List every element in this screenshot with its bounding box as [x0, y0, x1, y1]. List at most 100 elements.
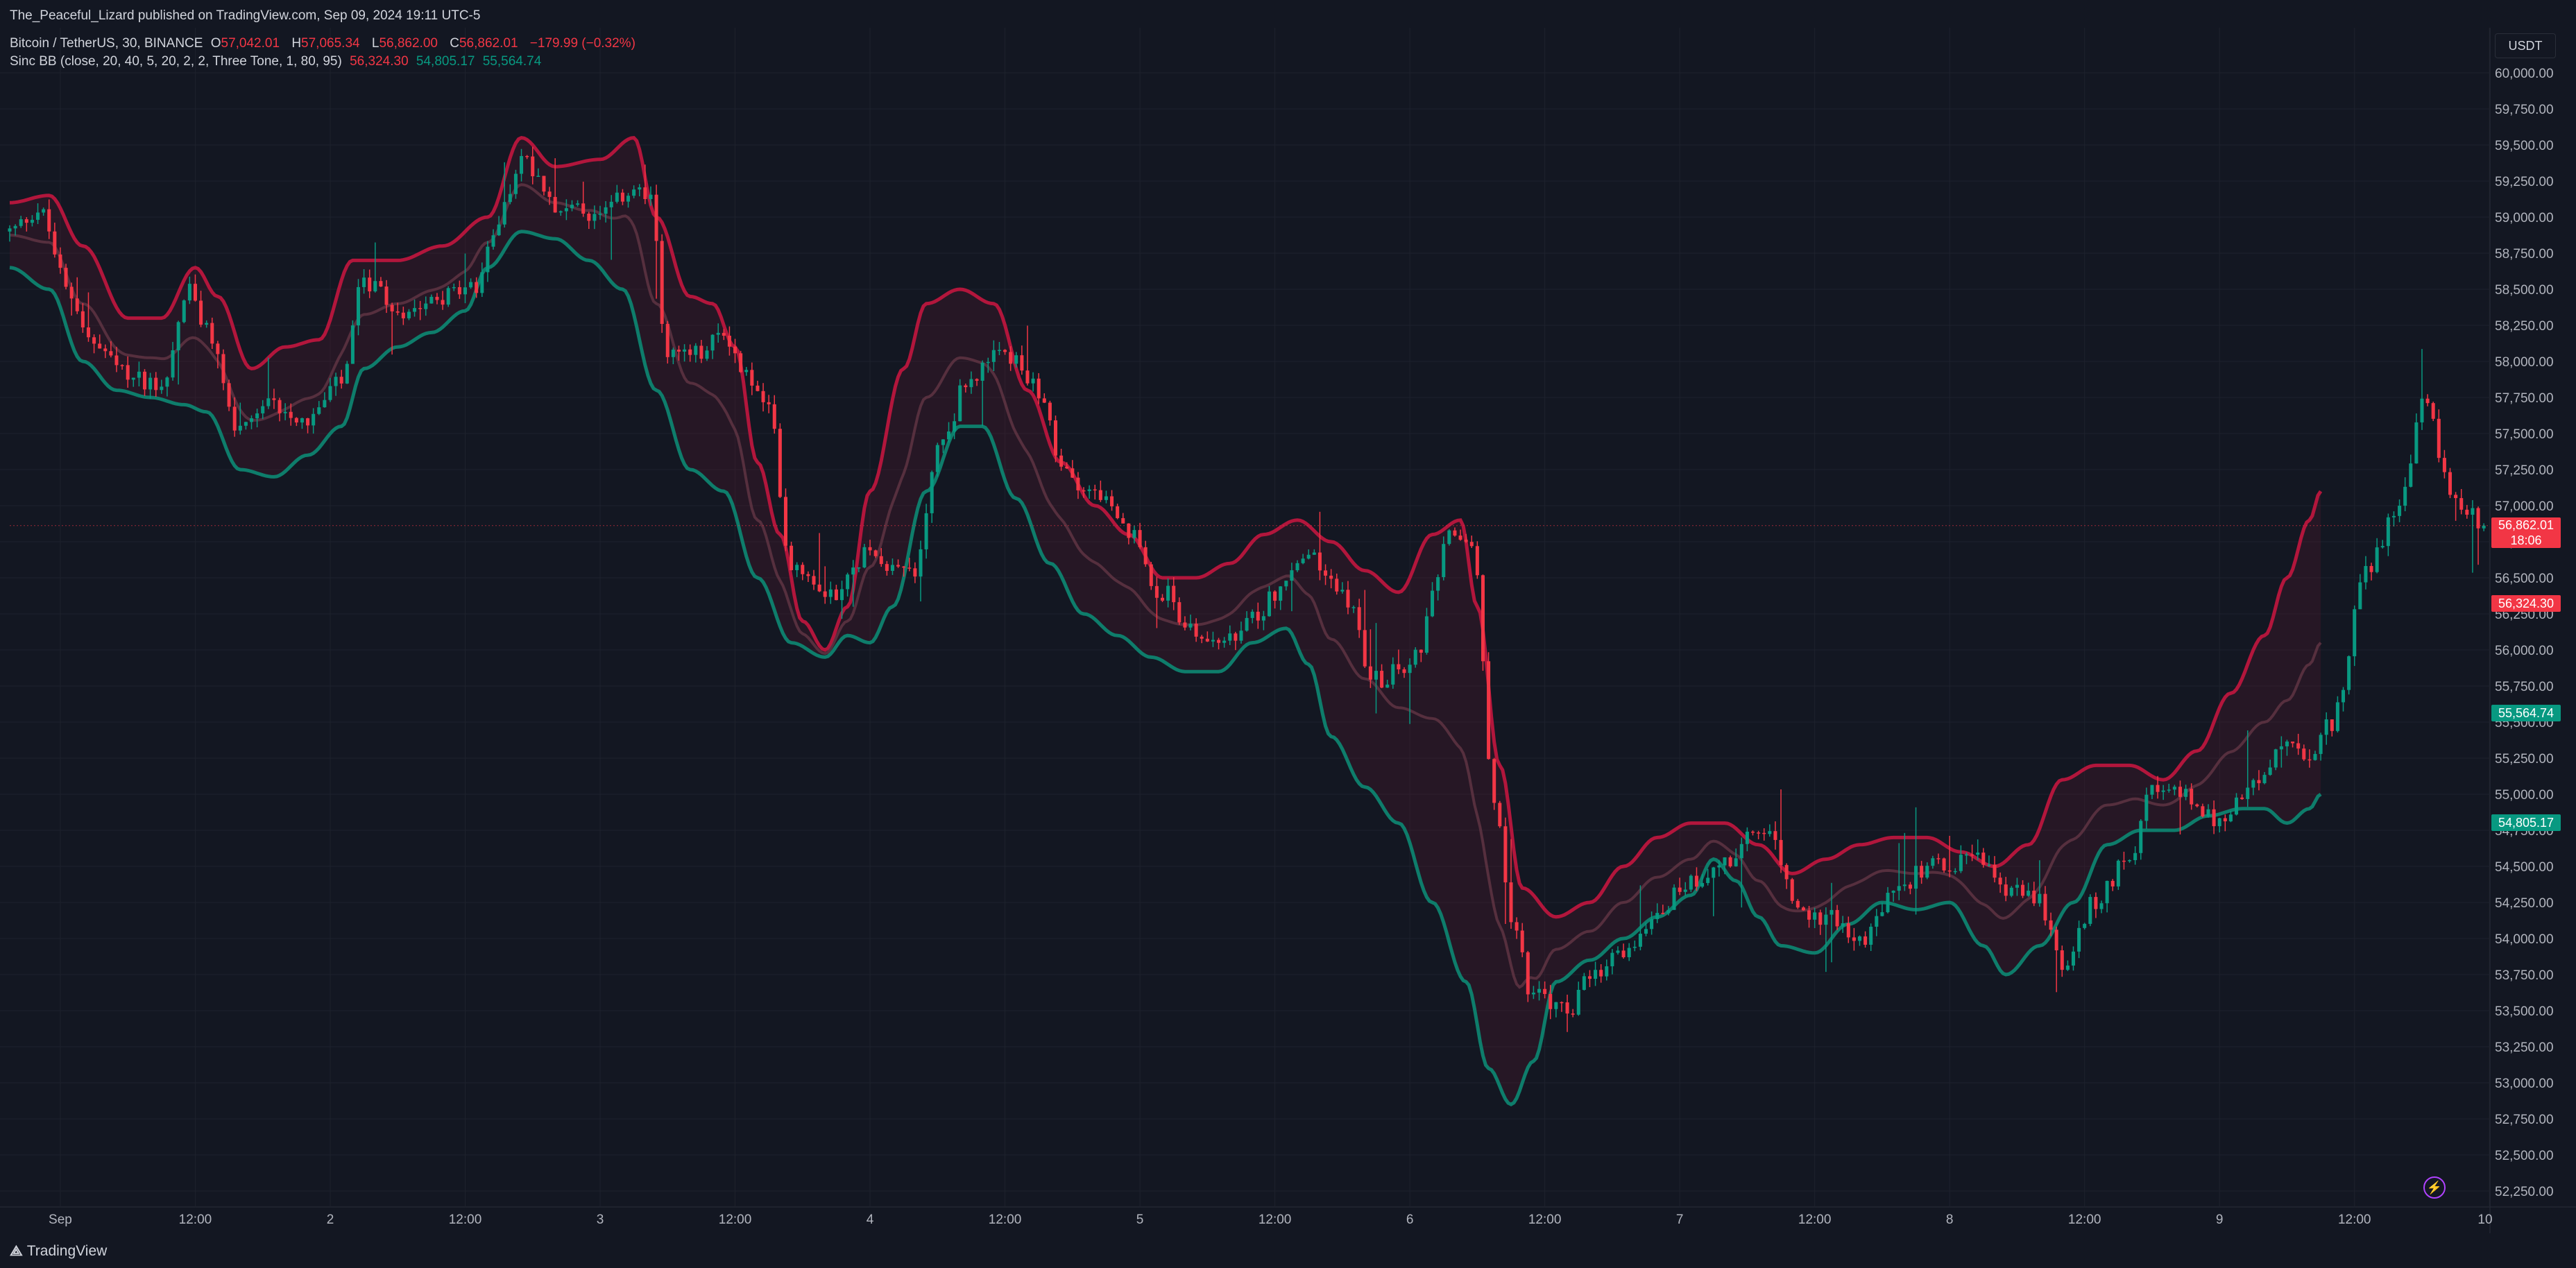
candle-body	[790, 545, 794, 570]
candle-body	[238, 425, 242, 431]
candle-body	[2425, 398, 2430, 404]
candle-body	[1779, 839, 1783, 866]
candle-body	[1076, 477, 1080, 490]
candle-body	[2038, 893, 2042, 904]
candle-body	[643, 187, 647, 200]
lightning-icon[interactable]: ⚡	[2423, 1176, 2446, 1199]
candle-body	[1824, 914, 1828, 925]
indicator-basis: 55,564.74	[482, 54, 542, 69]
candle-body	[1661, 913, 1665, 914]
candle-body	[2043, 893, 2047, 920]
candle-body	[1976, 853, 1980, 855]
candle-body	[1543, 988, 1547, 994]
candle-body	[1672, 887, 1676, 910]
candle-body	[283, 411, 287, 413]
candle-body	[75, 298, 79, 311]
candle-body	[1317, 552, 1322, 571]
candle-body	[312, 413, 316, 426]
candle-body	[1498, 803, 1502, 827]
candle-body	[356, 286, 361, 326]
candle-body	[491, 235, 495, 247]
candle-body	[2223, 818, 2227, 822]
candle-body	[114, 355, 119, 366]
candle-body	[390, 305, 394, 311]
candle-body	[1717, 865, 1721, 868]
y-tick-label: 59,000.00	[2495, 211, 2554, 225]
candle-body	[165, 377, 169, 387]
candle-body	[457, 286, 461, 295]
candle-body	[2285, 742, 2289, 746]
candle-body	[2060, 950, 2064, 970]
candle-body	[1757, 832, 1761, 834]
candle-body	[2274, 749, 2278, 768]
currency-button[interactable]: USDT	[2495, 33, 2556, 58]
candle-body	[1739, 843, 1743, 859]
price-chart[interactable]: 52,250.00 52,500.00 52,750.00 53,000.00 53,2…	[0, 0, 2576, 1233]
candle-body	[531, 156, 535, 177]
candle-body	[991, 350, 996, 362]
candle-body	[424, 303, 428, 309]
candle-body	[1487, 661, 1491, 760]
candle-body	[2009, 887, 2013, 896]
candle-body	[896, 565, 901, 567]
candle-body	[581, 203, 586, 214]
candle-body	[986, 361, 990, 363]
candle-body	[80, 311, 85, 328]
candle-body	[1363, 630, 1367, 667]
candle-body	[58, 254, 62, 268]
candle-body	[1683, 889, 1687, 892]
y-tick-label: 58,750.00	[2495, 247, 2554, 262]
ohlc-high: H57,065.34	[291, 36, 360, 51]
candle-body	[812, 576, 816, 585]
candle-body	[1829, 909, 1834, 915]
candle-body	[1183, 622, 1187, 628]
candle-body	[744, 370, 749, 372]
candle-body	[1582, 976, 1586, 990]
candle-body	[2212, 809, 2216, 827]
candle-body	[205, 323, 209, 325]
candle-body	[1273, 591, 1277, 601]
candle-body	[1464, 540, 1468, 542]
ohlc-low: L56,862.00	[371, 36, 438, 51]
candle-body	[323, 400, 327, 408]
candle-body	[1481, 575, 1485, 662]
candle-body	[1723, 857, 1727, 866]
candle-body	[1065, 466, 1069, 469]
candle-body	[469, 282, 473, 288]
candle-body	[1689, 875, 1693, 890]
time-axis[interactable]: Sep 12:00 2 12:00 3 12:00 4 12:00 5 12:00 6 12:00 7 1…	[49, 1213, 2493, 1227]
candle-body	[1250, 611, 1254, 618]
candle-body	[148, 377, 153, 390]
candle-body	[823, 591, 827, 597]
candle-body	[1031, 378, 1035, 384]
candle-body	[1987, 864, 1991, 866]
candle-body	[1245, 617, 1249, 631]
x-tick-label: 12:00	[989, 1213, 1022, 1227]
candle-body	[69, 286, 74, 299]
candle-body	[1228, 633, 1232, 641]
candle-body	[980, 362, 984, 381]
candle-body	[47, 209, 51, 232]
candle-body	[1526, 952, 1530, 995]
candle-body	[193, 284, 197, 301]
candle-body	[1515, 922, 1519, 931]
candle-body	[688, 349, 692, 355]
candle-body	[1172, 585, 1176, 603]
candle-body	[2353, 609, 2357, 657]
candle-body	[379, 281, 383, 287]
indicator-legend: Sinc BB (close, 20, 40, 5, 20, 2, 2, Thr…	[10, 54, 545, 69]
x-tick-label: 12:00	[1798, 1213, 1832, 1227]
candle-body	[1750, 831, 1755, 833]
candle-body	[739, 353, 743, 372]
y-tick-label: 56,500.00	[2495, 572, 2554, 586]
candle-body	[598, 214, 602, 215]
candle-body	[2279, 746, 2283, 750]
x-tick-label: 4	[867, 1213, 874, 1227]
candle-body	[817, 584, 821, 592]
candle-body	[2313, 753, 2317, 760]
candle-body	[508, 194, 512, 203]
candles	[8, 146, 2486, 1032]
candle-body	[1431, 590, 1435, 617]
tradingview-brand[interactable]: ⟁ TradingView	[10, 1243, 108, 1259]
candle-body	[919, 549, 923, 577]
